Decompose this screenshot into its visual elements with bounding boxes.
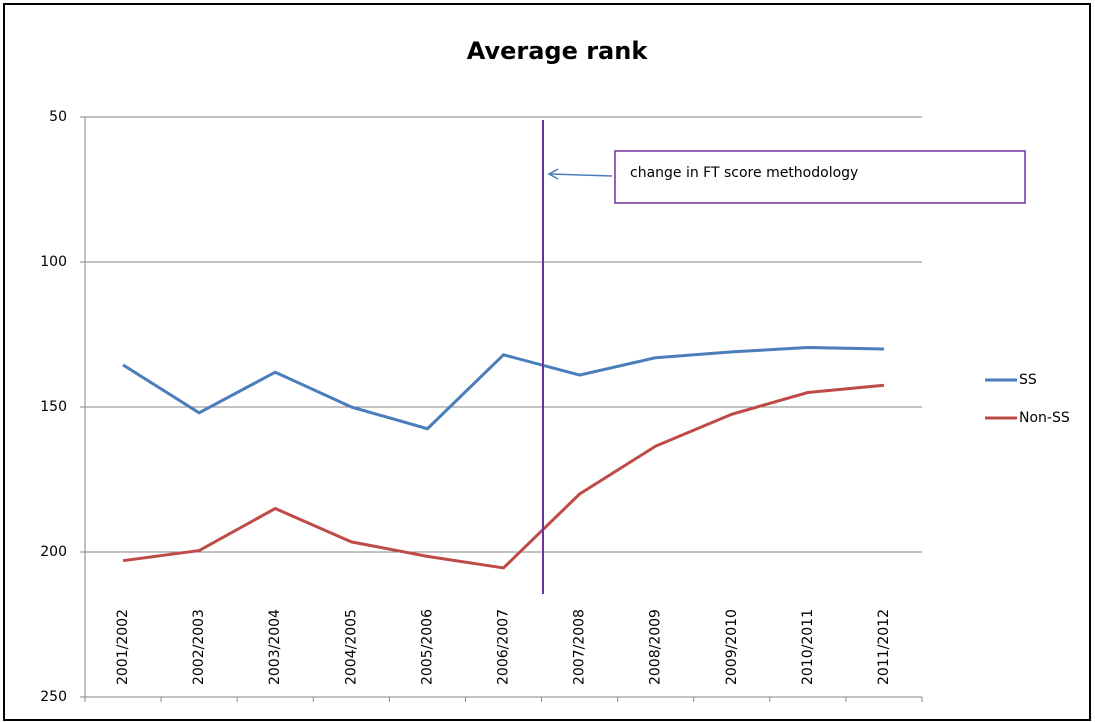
- legend-label: SS: [1019, 372, 1037, 388]
- series-line: [122, 383, 885, 570]
- x-tick-label: 2003/2004: [267, 609, 283, 685]
- y-tick-label: 50: [49, 109, 67, 125]
- legend-label: Non-SS: [1019, 410, 1070, 426]
- x-tick-label: 2005/2006: [419, 609, 435, 685]
- x-tick-label: 2004/2005: [343, 609, 359, 685]
- x-tick-label: 2010/2011: [800, 609, 816, 685]
- x-tick-label: 2001/2002: [115, 609, 131, 685]
- x-tick-label: 2008/2009: [648, 609, 664, 685]
- y-tick-label: 100: [40, 254, 67, 270]
- annotation-arrow: [549, 173, 613, 177]
- x-tick-label: 2009/2010: [724, 609, 740, 685]
- x-tick-label: 2002/2003: [191, 609, 207, 685]
- annotation-text: change in FT score methodology: [630, 165, 858, 181]
- annotation-box: [614, 150, 1026, 204]
- y-tick-label: 200: [40, 544, 67, 560]
- x-tick-label: 2011/2012: [876, 609, 892, 685]
- y-tick-label: 150: [40, 399, 67, 415]
- chart-title: Average rank: [467, 37, 649, 65]
- y-tick-label: 250: [40, 689, 67, 705]
- chart-border: [3, 3, 1091, 721]
- annotation-arrowhead: [547, 168, 559, 180]
- series-line: [122, 346, 884, 431]
- x-tick-label: 2007/2008: [572, 609, 588, 685]
- x-tick-label: 2006/2007: [496, 609, 512, 685]
